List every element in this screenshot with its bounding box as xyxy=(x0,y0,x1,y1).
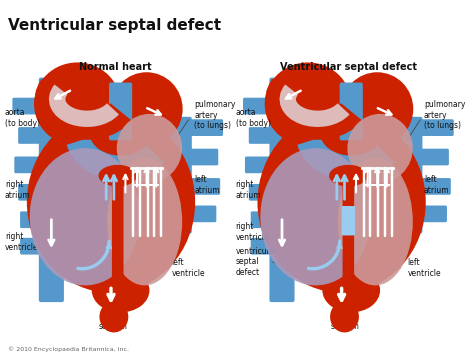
Text: left
atrium: left atrium xyxy=(424,175,449,195)
FancyBboxPatch shape xyxy=(112,172,124,296)
Ellipse shape xyxy=(92,268,149,312)
Ellipse shape xyxy=(107,158,182,286)
FancyBboxPatch shape xyxy=(340,83,363,140)
FancyBboxPatch shape xyxy=(417,149,449,166)
Ellipse shape xyxy=(34,62,120,146)
FancyBboxPatch shape xyxy=(269,78,294,302)
Ellipse shape xyxy=(264,62,351,146)
FancyBboxPatch shape xyxy=(417,205,447,222)
Text: pulmonary
artery
(to lungs): pulmonary artery (to lungs) xyxy=(194,100,236,130)
Text: Ventricular septal defect: Ventricular septal defect xyxy=(280,62,417,72)
FancyBboxPatch shape xyxy=(342,206,355,235)
FancyBboxPatch shape xyxy=(167,117,192,234)
FancyBboxPatch shape xyxy=(397,117,422,234)
Ellipse shape xyxy=(341,72,413,146)
Ellipse shape xyxy=(99,165,137,187)
Ellipse shape xyxy=(117,114,182,183)
Ellipse shape xyxy=(338,158,413,286)
Ellipse shape xyxy=(330,301,359,333)
FancyBboxPatch shape xyxy=(251,211,275,228)
FancyBboxPatch shape xyxy=(417,119,454,136)
FancyBboxPatch shape xyxy=(251,238,275,255)
Ellipse shape xyxy=(329,165,367,187)
Text: aorta
(to body): aorta (to body) xyxy=(236,108,271,128)
Ellipse shape xyxy=(322,268,380,312)
FancyBboxPatch shape xyxy=(18,127,44,144)
Text: left
atrium: left atrium xyxy=(194,175,220,195)
FancyBboxPatch shape xyxy=(12,98,44,114)
Ellipse shape xyxy=(100,301,128,333)
Ellipse shape xyxy=(257,111,426,293)
FancyBboxPatch shape xyxy=(417,178,451,195)
FancyBboxPatch shape xyxy=(18,184,44,201)
FancyBboxPatch shape xyxy=(14,157,44,173)
Text: right
atrium: right atrium xyxy=(236,180,261,200)
FancyBboxPatch shape xyxy=(243,98,275,114)
FancyBboxPatch shape xyxy=(249,184,275,201)
Ellipse shape xyxy=(27,111,195,293)
FancyBboxPatch shape xyxy=(109,83,132,140)
Text: right
atrium: right atrium xyxy=(5,180,30,200)
FancyBboxPatch shape xyxy=(39,78,64,302)
FancyBboxPatch shape xyxy=(245,157,275,173)
Text: Ventricular septal defect: Ventricular septal defect xyxy=(8,18,221,33)
Text: aorta
(to body): aorta (to body) xyxy=(5,108,40,128)
Text: right
ventricle: right ventricle xyxy=(5,232,38,252)
Ellipse shape xyxy=(30,148,140,286)
Text: left
ventricle: left ventricle xyxy=(407,258,441,278)
Ellipse shape xyxy=(347,114,413,183)
Ellipse shape xyxy=(110,72,182,146)
FancyBboxPatch shape xyxy=(186,149,218,166)
Text: © 2010 Encyclopaedia Britannica, Inc.: © 2010 Encyclopaedia Britannica, Inc. xyxy=(8,346,129,352)
Text: Normal heart: Normal heart xyxy=(80,62,152,72)
Ellipse shape xyxy=(260,148,371,286)
FancyBboxPatch shape xyxy=(343,172,354,296)
FancyBboxPatch shape xyxy=(20,238,44,255)
Text: ventricular
septal
defect: ventricular septal defect xyxy=(236,247,277,277)
FancyBboxPatch shape xyxy=(186,119,223,136)
FancyBboxPatch shape xyxy=(186,205,216,222)
FancyBboxPatch shape xyxy=(186,178,220,195)
Text: septum: septum xyxy=(331,322,360,331)
FancyBboxPatch shape xyxy=(249,127,275,144)
Text: left
ventricle: left ventricle xyxy=(172,258,205,278)
Text: septum: septum xyxy=(99,322,128,331)
Text: right
ventricle: right ventricle xyxy=(236,222,269,242)
FancyBboxPatch shape xyxy=(20,211,44,228)
Text: pulmonary
artery
(to lungs): pulmonary artery (to lungs) xyxy=(424,100,465,130)
